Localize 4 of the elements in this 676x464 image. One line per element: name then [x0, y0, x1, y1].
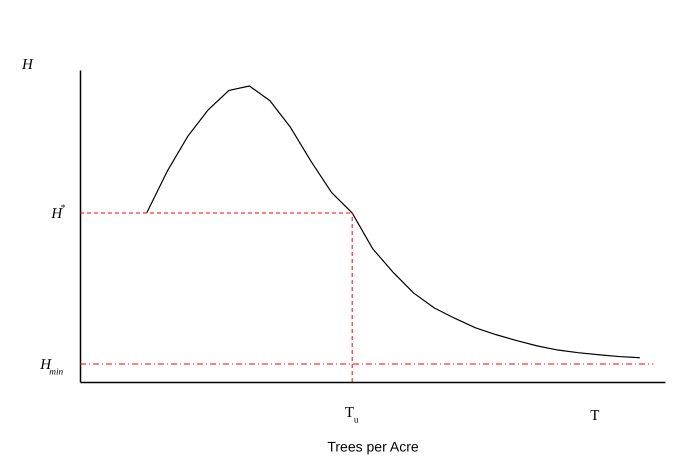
x-axis-title: Trees per Acre	[327, 438, 419, 454]
text: T	[590, 408, 600, 424]
ref-line-label: H*	[50, 204, 66, 222]
text: H	[21, 57, 34, 73]
